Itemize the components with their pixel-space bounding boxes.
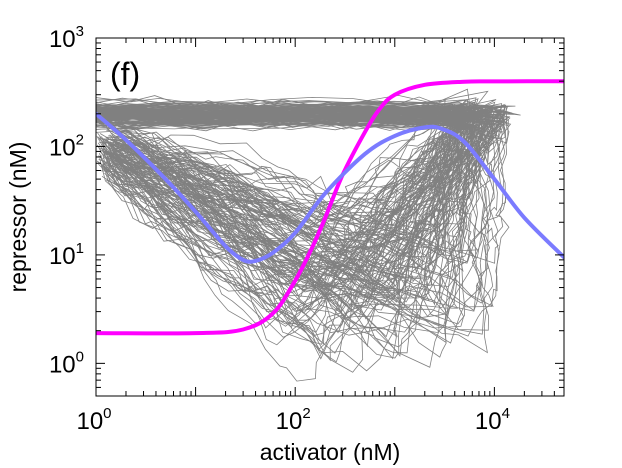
trajectory-line: [96, 104, 465, 336]
y-tick-label: 102: [49, 131, 84, 161]
plot-frame: [95, 37, 565, 397]
trajectory-line: [96, 102, 502, 301]
series-layer: [96, 79, 564, 336]
tick-labels: 100 102 104 100 101 102 103: [49, 23, 510, 435]
panel-label: (f): [110, 56, 140, 92]
trajectory-line: [96, 108, 488, 312]
axis-ticks: [95, 37, 565, 397]
y-tick-label: 103: [49, 23, 84, 53]
trajectory-bundle: [96, 88, 521, 382]
y-tick-label: 101: [49, 240, 84, 270]
x-axis-title: activator (nM): [260, 439, 401, 465]
trajectory-line: [96, 100, 463, 348]
trajectory-line: [96, 109, 469, 273]
trajectory-line: [96, 98, 494, 283]
plot-background: [96, 38, 564, 396]
trajectory-line: [96, 99, 511, 263]
x-tick-label: 100: [76, 405, 111, 435]
y-axis-title: repressor (nM): [5, 142, 31, 293]
trajectory-line: [96, 115, 464, 359]
trajectory-line: [96, 115, 463, 280]
trajectory-line: [96, 105, 464, 327]
trajectory-line: [96, 107, 489, 354]
series-line-1: [96, 111, 564, 264]
trajectory-line: [96, 113, 509, 273]
y-tick-label: 100: [49, 348, 84, 378]
x-tick-label: 102: [276, 405, 311, 435]
trajectory-line: [96, 116, 454, 277]
x-tick-label: 104: [475, 405, 510, 435]
trajectory-line: [96, 103, 506, 319]
trajectory-line: [96, 104, 507, 295]
